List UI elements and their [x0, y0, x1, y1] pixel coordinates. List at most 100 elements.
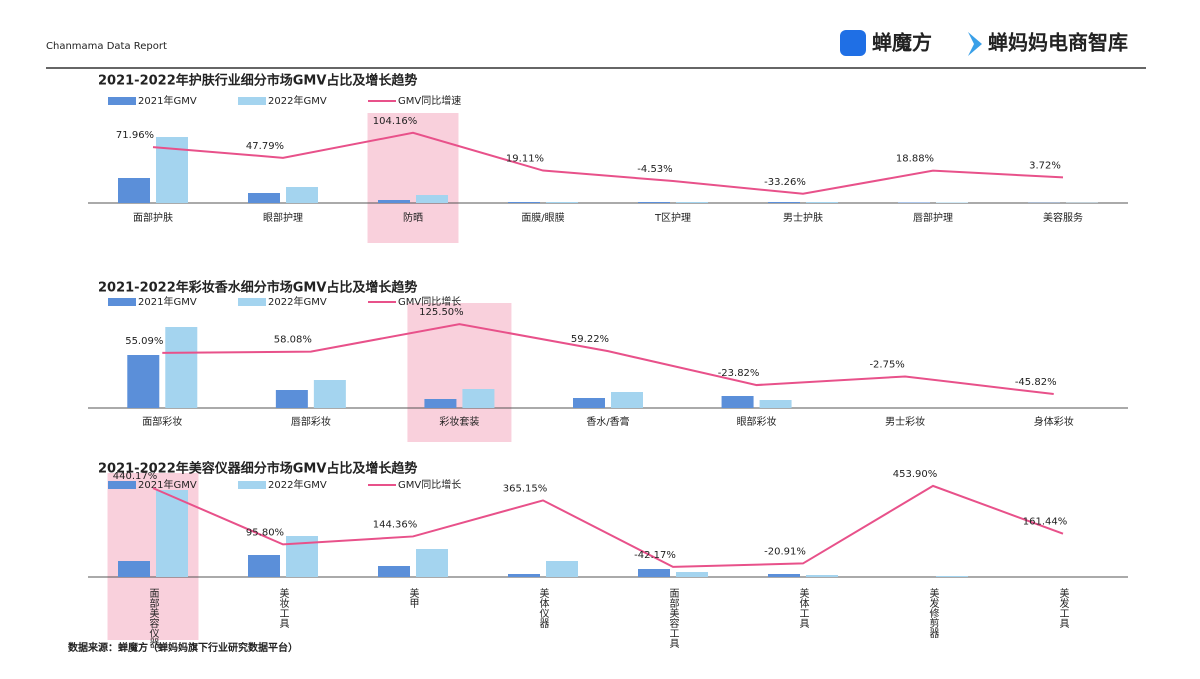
bar [248, 193, 280, 203]
bar [248, 555, 280, 577]
category-label: 防晒 [403, 211, 423, 224]
legend-swatch [108, 481, 136, 489]
legend-label: GMV同比增长 [398, 295, 461, 308]
category-label: T区护理 [654, 211, 691, 224]
data-label: 71.96% [116, 130, 154, 141]
chart-title: 2021-2022年彩妆香水细分市场GMV占比及增长趋势 [98, 280, 417, 296]
data-label: -4.53% [637, 164, 672, 175]
category-label: 面部彩妆 [142, 415, 182, 428]
category-label: 美发工具 [1057, 587, 1069, 629]
bar [508, 574, 540, 577]
bar [118, 561, 150, 577]
legend-label: 2022年GMV [268, 94, 327, 107]
data-label: -2.75% [869, 359, 904, 370]
bar [118, 178, 150, 203]
bar [424, 399, 456, 408]
source-note: 数据来源：蝉魔方（蝉妈妈旗下行业研究数据平台） [68, 641, 298, 654]
bar [760, 400, 792, 408]
data-label: 18.88% [896, 154, 934, 165]
category-label: 美发修剪器 [927, 587, 939, 639]
brand-name: 蝉妈妈电商智库 [988, 31, 1128, 55]
bar [546, 202, 578, 203]
category-label: 美体工具 [797, 587, 809, 629]
bar [462, 389, 494, 408]
data-label: 125.50% [419, 307, 464, 318]
bar [638, 202, 670, 203]
category-label: 眼部护理 [263, 211, 303, 224]
bar [127, 355, 159, 408]
bar [676, 572, 708, 577]
data-label: 55.09% [125, 336, 163, 347]
category-label: 男士彩妆 [885, 415, 925, 428]
data-label: 59.22% [571, 334, 609, 345]
category-label: 面部护肤 [133, 211, 173, 224]
category-label: 眼部彩妆 [737, 415, 777, 428]
category-label: 男士护肤 [783, 211, 823, 224]
data-label: -42.17% [634, 550, 676, 561]
legend-swatch [238, 481, 266, 489]
legend-label: GMV同比增长 [398, 478, 461, 491]
report-label: Chanmama Data Report [46, 41, 167, 52]
bar [768, 202, 800, 203]
legend-swatch [238, 97, 266, 105]
category-label: 面部美容仪器 [147, 588, 159, 649]
category-label: 面膜/眼膜 [521, 212, 564, 224]
category-label: 美甲 [407, 587, 419, 609]
bar [676, 202, 708, 203]
data-label: 19.11% [506, 154, 544, 165]
data-label: 3.72% [1029, 160, 1061, 171]
chart-title: 2021-2022年护肤行业细分市场GMV占比及增长趋势 [98, 73, 417, 89]
legend-label: 2022年GMV [268, 295, 327, 308]
data-label: -45.82% [1015, 377, 1057, 388]
legend-label: 2021年GMV [138, 94, 197, 107]
legend-swatch [108, 97, 136, 105]
bar [638, 569, 670, 577]
bar [898, 203, 930, 204]
legend-swatch [108, 298, 136, 306]
legend-label: 2022年GMV [268, 478, 327, 491]
bar [936, 203, 968, 204]
bar [276, 390, 308, 408]
bar [573, 398, 605, 408]
data-label: 47.79% [246, 141, 284, 152]
data-label: 58.08% [274, 335, 312, 346]
bar [768, 574, 800, 577]
bar [286, 187, 318, 203]
category-label: 美容服务 [1043, 211, 1083, 224]
category-label: 彩妆套装 [439, 415, 479, 428]
bar [314, 380, 346, 408]
category-label: 面部美容工具 [667, 588, 679, 649]
category-label: 香水/香膏 [586, 415, 629, 428]
bar [806, 575, 838, 577]
bar [546, 561, 578, 577]
data-label: 104.16% [373, 116, 418, 127]
bar [416, 195, 448, 203]
bar [156, 490, 188, 577]
category-label: 身体彩妆 [1034, 415, 1074, 428]
category-label: 美妆工具 [277, 587, 289, 629]
bar [936, 576, 968, 577]
data-label: 95.80% [246, 527, 284, 538]
data-label: -23.82% [718, 368, 760, 379]
data-label: 453.90% [893, 469, 938, 480]
bar [416, 549, 448, 577]
data-label: -33.26% [764, 177, 806, 188]
data-label: 144.36% [373, 519, 418, 530]
data-label: 440.17% [113, 471, 158, 482]
bar [165, 327, 197, 408]
data-label: -20.91% [764, 546, 806, 557]
data-label: 365.15% [503, 483, 548, 494]
bar [378, 200, 410, 203]
category-label: 唇部彩妆 [291, 415, 331, 428]
bar [508, 202, 540, 203]
data-label: 161.44% [1023, 517, 1068, 528]
legend-label: GMV同比增速 [398, 94, 461, 107]
brand-name: 蝉魔方 [872, 31, 932, 55]
bar [806, 202, 838, 203]
bar [722, 396, 754, 408]
logo-icon [840, 30, 866, 56]
bar [378, 566, 410, 577]
category-label: 唇部护理 [913, 211, 953, 224]
legend-swatch [238, 298, 266, 306]
